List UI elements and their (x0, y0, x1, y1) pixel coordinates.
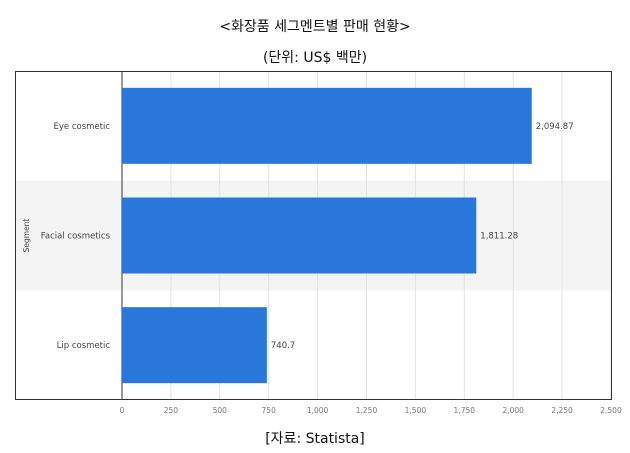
x-tick-label: 2,250 (551, 406, 573, 415)
x-tick-label: 2,000 (502, 406, 524, 415)
chart-unit-subtitle: (단위: US$ 백만) (262, 50, 368, 66)
category-label: Eye cosmetic (53, 122, 110, 132)
chart-title: <화장품 세그멘트별 판매 현황> (219, 19, 411, 35)
x-tick-label: 1,750 (454, 406, 476, 415)
x-tick-label: 0 (120, 406, 125, 415)
x-tick-label: 750 (262, 406, 277, 415)
bar-2 (122, 197, 477, 274)
x-tick-label: 250 (164, 406, 179, 415)
x-tick-label: 1,000 (307, 406, 329, 415)
x-tick-label: 1,500 (405, 406, 427, 415)
value-label: 2,094.87 (536, 122, 574, 132)
x-tick-label: 2,500 (600, 406, 622, 415)
bar-1 (122, 87, 532, 164)
x-tick-label: 500 (213, 406, 228, 415)
plot-frame (15, 71, 612, 400)
chart-source: [자료: Statista] (265, 431, 365, 447)
category-label: Facial cosmetics (41, 232, 111, 242)
value-label: 740.7 (271, 341, 295, 351)
y-axis-title: Segment (22, 219, 31, 253)
category-label: Lip cosmetic (57, 341, 111, 351)
x-tick-label: 1,250 (356, 406, 378, 415)
bar-3 (122, 307, 267, 384)
value-label: 1,811.28 (480, 232, 518, 242)
